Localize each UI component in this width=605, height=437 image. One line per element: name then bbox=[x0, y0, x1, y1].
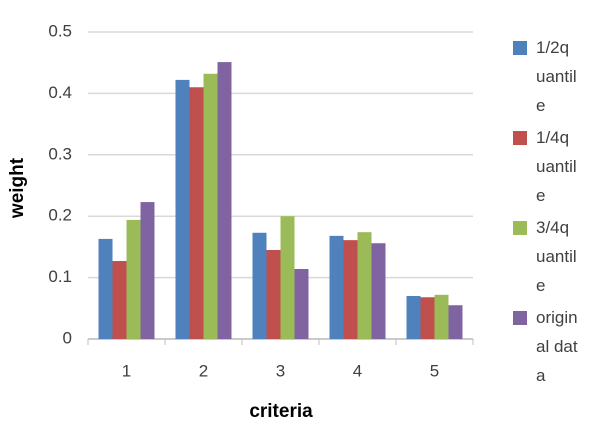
y-tick-label: 0.3 bbox=[48, 144, 72, 163]
bar bbox=[126, 219, 141, 339]
bar bbox=[294, 269, 309, 339]
y-tick-label: 0.1 bbox=[48, 267, 72, 286]
y-tick-label: 0.2 bbox=[48, 206, 72, 225]
bar bbox=[217, 62, 232, 339]
legend-label: original data bbox=[536, 308, 578, 385]
legend-item: 3/4quantile bbox=[536, 218, 577, 295]
legend-swatch bbox=[513, 41, 527, 55]
bar bbox=[189, 87, 204, 339]
y-axis-title: weight bbox=[7, 157, 28, 219]
legend-label: 1/4quantile bbox=[536, 128, 577, 205]
bar bbox=[329, 235, 344, 339]
legend-item: 1/2quantile bbox=[536, 38, 577, 115]
bar bbox=[140, 202, 155, 339]
x-tick-label: 3 bbox=[276, 361, 285, 380]
legend-label: 3/4quantile bbox=[536, 218, 577, 295]
bar bbox=[175, 79, 190, 339]
bar bbox=[420, 297, 435, 339]
bar bbox=[266, 249, 281, 339]
bar bbox=[98, 238, 113, 339]
bar bbox=[371, 243, 386, 339]
bar bbox=[448, 305, 463, 339]
legend-label: 1/2quantile bbox=[536, 38, 577, 115]
legend-swatch bbox=[513, 311, 527, 325]
x-axis-title: criteria bbox=[249, 401, 313, 422]
bar bbox=[434, 294, 449, 339]
bar bbox=[357, 232, 372, 339]
bar bbox=[280, 216, 295, 339]
bar bbox=[252, 232, 267, 339]
x-tick-label: 1 bbox=[122, 361, 131, 380]
x-tick-label: 4 bbox=[353, 361, 362, 380]
bar bbox=[203, 73, 218, 339]
legend-item: original data bbox=[536, 308, 578, 385]
legend-swatch bbox=[513, 131, 527, 145]
y-tick-label: 0.4 bbox=[48, 83, 72, 102]
legend-item: 1/4quantile bbox=[536, 128, 577, 205]
bar bbox=[112, 261, 127, 339]
y-tick-label: 0 bbox=[63, 328, 72, 347]
y-tick-label: 0.5 bbox=[48, 21, 72, 40]
legend-swatch bbox=[513, 221, 527, 235]
x-tick-label: 2 bbox=[199, 361, 208, 380]
x-tick-label: 5 bbox=[430, 361, 439, 380]
bar bbox=[343, 240, 358, 339]
bar bbox=[406, 296, 421, 339]
